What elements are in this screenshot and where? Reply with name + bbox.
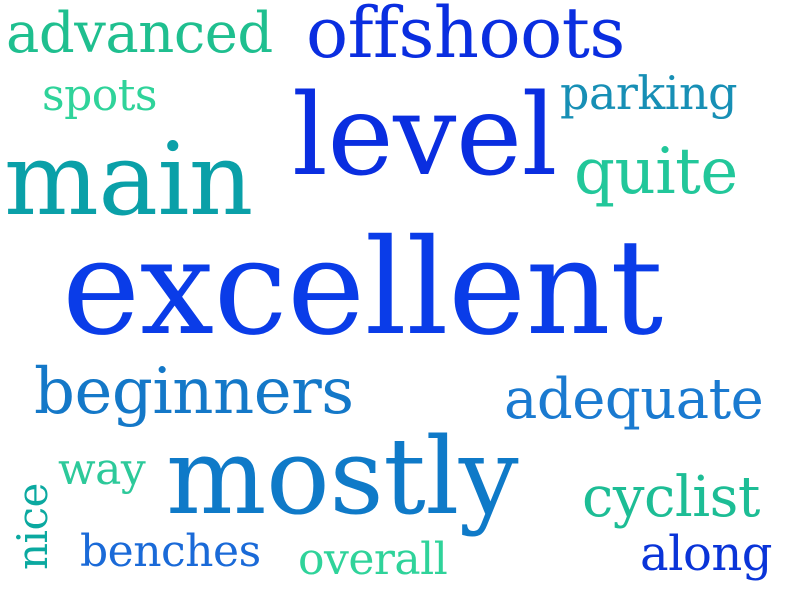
word-spots: spots: [42, 70, 158, 121]
word-along: along: [640, 526, 773, 582]
word-adequate: adequate: [504, 367, 764, 432]
word-mostly: mostly: [166, 415, 519, 538]
word-quite: quite: [574, 135, 738, 209]
word-level: level: [292, 71, 557, 201]
word-overall: overall: [298, 534, 448, 585]
word-nice: nice: [8, 483, 57, 570]
word-main: main: [4, 121, 253, 238]
word-excellent: excellent: [62, 211, 663, 365]
word-benches: benches: [80, 526, 261, 577]
word-beginners: beginners: [34, 355, 354, 429]
word-offshoots: offshoots: [306, 0, 625, 74]
word-parking: parking: [560, 66, 738, 120]
word-cyclist: cyclist: [582, 465, 760, 530]
word-way: way: [58, 444, 146, 495]
word-advanced: advanced: [6, 1, 273, 66]
